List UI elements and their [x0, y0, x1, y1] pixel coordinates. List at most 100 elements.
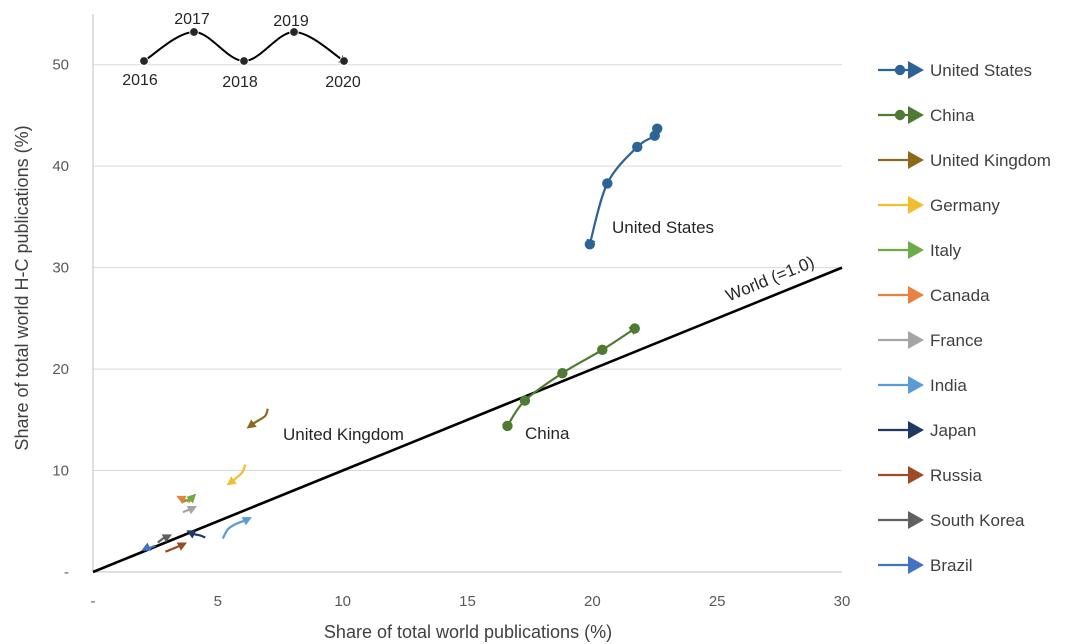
- legend-label: China: [930, 106, 975, 125]
- x-tick-label: 20: [584, 593, 601, 610]
- series-annotation: United Kingdom: [283, 425, 404, 444]
- y-tick-label: 20: [52, 361, 69, 378]
- legend-arrowhead: [908, 511, 924, 529]
- x-tick-label: 15: [459, 593, 476, 610]
- legend-arrowhead: [908, 421, 924, 439]
- data-point: [649, 130, 660, 141]
- y-tick-label: 30: [52, 260, 69, 277]
- legend-arrowhead: [908, 106, 924, 124]
- series-line: [141, 542, 156, 551]
- series-brazil: [141, 542, 156, 551]
- y-axis-title: Share of total world H-C publications (%…: [12, 125, 32, 450]
- series-line: [246, 408, 269, 429]
- legend-label: Italy: [930, 241, 962, 260]
- legend-label: India: [930, 376, 967, 395]
- year-key-point: [339, 56, 349, 66]
- legend-arrowhead: [908, 286, 924, 304]
- legend-label: United States: [930, 61, 1032, 80]
- data-point: [557, 367, 568, 379]
- year-key-point: [289, 27, 299, 37]
- reference-line: [92, 266, 843, 574]
- legend-item: China: [878, 106, 975, 125]
- legend-item: United States: [878, 61, 1032, 80]
- data-point: [602, 178, 613, 189]
- legend-arrowhead: [908, 331, 924, 349]
- series-united-kingdom: [246, 408, 269, 429]
- series-line: [182, 506, 198, 515]
- legend-label: United Kingdom: [930, 151, 1051, 170]
- series-japan: [186, 530, 206, 539]
- data-point: [584, 239, 596, 250]
- year-key-label: 2017: [174, 11, 210, 28]
- year-key-label: 2016: [122, 72, 158, 89]
- year-key: 2016 2017 2018 2019 2020: [122, 11, 361, 91]
- legend-arrowhead: [908, 466, 924, 484]
- legend-item: Brazil: [878, 556, 973, 575]
- x-tick-label: 30: [834, 593, 851, 610]
- legend-item: Canada: [878, 286, 990, 305]
- series-south-korea: [157, 534, 173, 544]
- series-line: [186, 530, 206, 539]
- legend-label: Russia: [930, 466, 983, 485]
- legend-arrowhead: [908, 556, 924, 574]
- data-point: [629, 323, 640, 334]
- x-tick-label: 25: [709, 593, 726, 610]
- gridlines: [93, 64, 842, 472]
- series-india: [221, 517, 252, 540]
- legend-label: Germany: [930, 196, 1000, 215]
- legend-item: Russia: [878, 466, 983, 485]
- series-annotation: United States: [612, 218, 714, 237]
- legend-arrowhead: [908, 151, 924, 169]
- axis-titles: Share of total world publications (%) Sh…: [12, 125, 612, 642]
- data-point: [519, 395, 531, 406]
- year-key-point: [189, 27, 199, 37]
- year-key-label: 2018: [222, 74, 258, 91]
- legend-arrowhead: [908, 241, 924, 259]
- series-china: [502, 323, 640, 432]
- series-united-states: [584, 123, 663, 250]
- legend-label: Canada: [930, 286, 990, 305]
- legend-label: Japan: [930, 421, 976, 440]
- legend-item: Japan: [878, 421, 976, 440]
- y-tick-label: -: [64, 564, 69, 581]
- y-tick-label: 10: [52, 463, 69, 480]
- legend-item: Germany: [878, 196, 1000, 215]
- annotations: United States China United Kingdom: [283, 218, 714, 444]
- x-tick-label: 5: [214, 593, 222, 610]
- legend-label: South Korea: [930, 511, 1025, 530]
- reference-line-group: World (=1.0): [92, 253, 843, 574]
- data-point: [597, 344, 608, 356]
- series-line: [226, 464, 247, 486]
- series-layer: [141, 123, 663, 553]
- legend-item: United Kingdom: [878, 151, 1051, 170]
- legend-arrowhead: [908, 196, 924, 214]
- year-key-point: [239, 56, 249, 66]
- legend-marker: [894, 64, 906, 76]
- data-point: [632, 141, 643, 153]
- data-point: [502, 420, 513, 432]
- legend: United States China United Kingdom Germany I…: [878, 61, 1051, 575]
- legend-label: France: [930, 331, 983, 350]
- legend-item: India: [878, 376, 967, 395]
- y-tick-label: 50: [52, 57, 69, 74]
- series-line: [157, 534, 173, 544]
- legend-item: Italy: [878, 241, 962, 260]
- year-key-point: [139, 56, 149, 66]
- legend-marker: [894, 109, 906, 121]
- x-axis-title: Share of total world publications (%): [324, 622, 612, 642]
- series-line: [165, 542, 188, 553]
- year-key-label: 2019: [273, 13, 309, 30]
- series-russia: [165, 542, 188, 553]
- series-italy: [182, 493, 197, 504]
- series-germany: [226, 464, 247, 486]
- legend-arrowhead: [908, 376, 924, 394]
- legend-item: South Korea: [878, 511, 1025, 530]
- legend-label: Brazil: [930, 556, 973, 575]
- axes: - 10 20 30 40 50 - 5 10 15 20 25 30: [52, 14, 850, 610]
- year-key-label: 2020: [325, 74, 361, 91]
- legend-item: France: [878, 331, 983, 350]
- series-france: [182, 506, 198, 515]
- series-annotation: China: [525, 424, 570, 443]
- series-line: [221, 517, 252, 540]
